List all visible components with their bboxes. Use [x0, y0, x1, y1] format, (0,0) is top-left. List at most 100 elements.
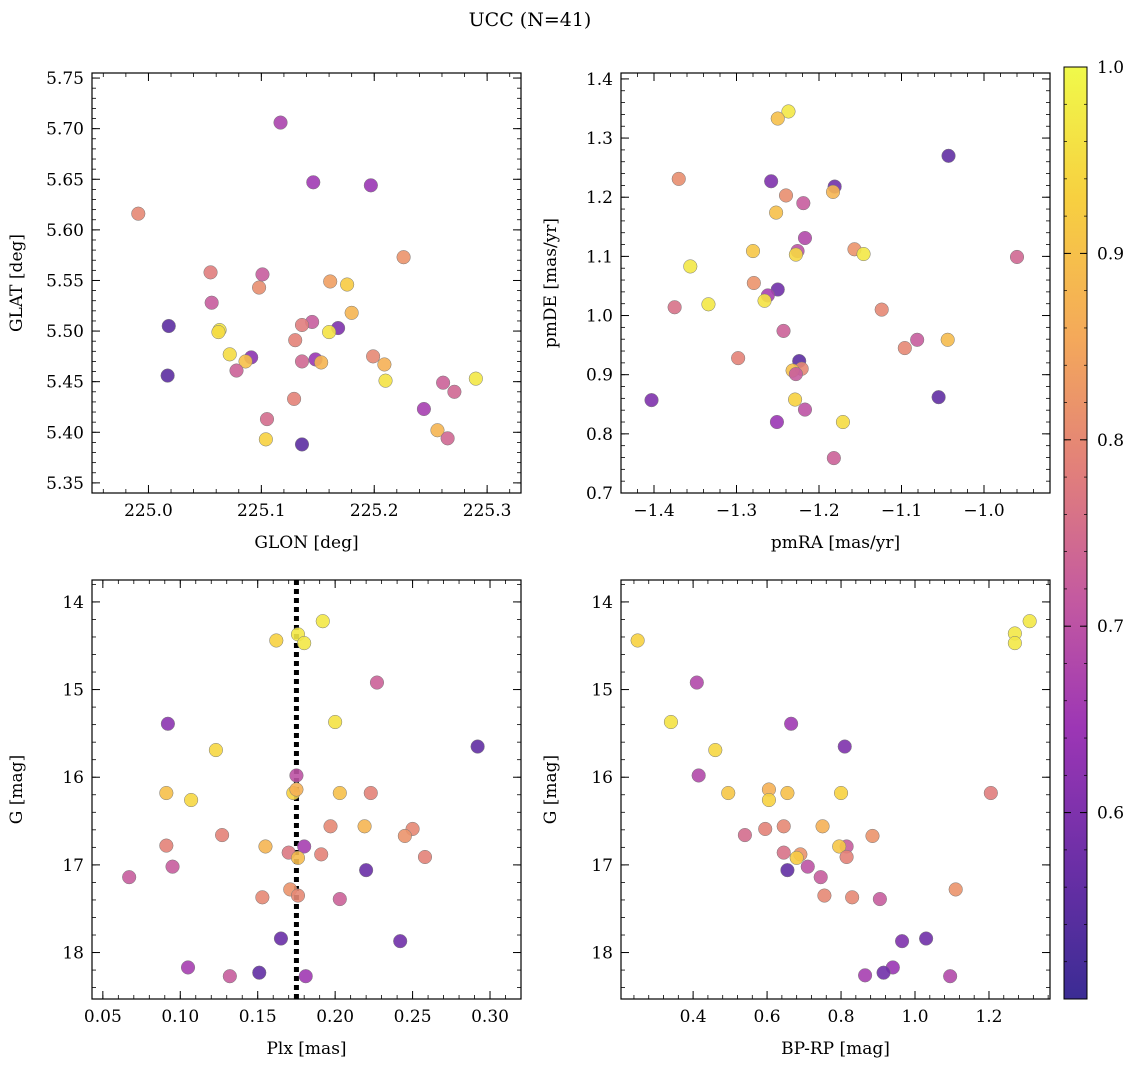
data-point	[910, 332, 925, 347]
y-tick-label: 17	[591, 856, 613, 876]
data-point	[416, 401, 431, 417]
data-point	[344, 305, 359, 320]
data-point	[815, 819, 830, 834]
data-point	[837, 739, 852, 754]
data-point	[865, 828, 880, 844]
y-tick-label: 5.55	[46, 271, 84, 291]
data-point	[721, 785, 736, 801]
data-point	[897, 341, 912, 356]
data-point	[252, 280, 267, 295]
data-point	[211, 325, 226, 340]
data-point	[357, 819, 372, 834]
data-point	[776, 819, 791, 834]
y-tick-label: 5.75	[46, 69, 84, 89]
x-tick-label: −1.2	[798, 501, 839, 521]
data-point	[745, 244, 761, 259]
data-point	[784, 716, 799, 731]
data-point	[366, 349, 381, 364]
data-point	[825, 184, 841, 199]
data-point	[813, 870, 828, 885]
y-tick-label: 0.9	[586, 366, 613, 386]
data-point	[644, 393, 659, 408]
data-point	[322, 325, 337, 340]
colorbar-tick-label: 1.0	[1097, 58, 1124, 78]
y-tick-label: 18	[62, 944, 84, 964]
data-point	[359, 863, 374, 878]
x-tick-label: 0.10	[161, 1007, 199, 1027]
y-tick-label: 14	[591, 593, 613, 613]
data-point	[788, 392, 803, 407]
data-point	[663, 714, 678, 730]
data-point	[671, 171, 686, 186]
data-point	[393, 934, 408, 949]
data-point	[776, 323, 791, 338]
data-point	[255, 267, 270, 282]
x-tick-label: 1.0	[901, 1007, 928, 1027]
data-point	[667, 300, 682, 315]
y-tick-label: 1.1	[586, 247, 613, 267]
data-point	[788, 367, 803, 382]
y-tick-label: 1.3	[586, 129, 613, 149]
x-tick-label: −1.3	[716, 501, 757, 521]
data-point	[796, 196, 811, 211]
x-axis-label: Plx [mas]	[266, 1039, 346, 1059]
data-point	[294, 354, 310, 369]
x-tick-label: −1.1	[881, 501, 922, 521]
data-point	[269, 633, 284, 648]
x-tick-label: 0.05	[84, 1007, 122, 1027]
data-point	[940, 332, 955, 347]
x-tick-label: 225.1	[237, 501, 286, 521]
data-point	[746, 275, 761, 291]
y-tick-label: 1.0	[586, 307, 613, 327]
y-tick-label: 1.2	[586, 188, 613, 208]
y-tick-label: 15	[62, 681, 84, 701]
x-axis-label: BP-RP [mag]	[781, 1039, 890, 1059]
data-point	[314, 847, 329, 862]
data-point	[789, 850, 804, 865]
data-point	[858, 968, 873, 983]
data-point	[159, 785, 174, 801]
data-point	[776, 845, 791, 860]
data-point	[203, 265, 218, 280]
y-tick-label: 5.70	[46, 120, 84, 140]
data-point	[447, 384, 462, 399]
data-point	[289, 782, 304, 797]
data-point	[1009, 249, 1025, 265]
plot-frame	[91, 72, 522, 494]
data-point	[287, 391, 302, 406]
data-point	[165, 859, 180, 874]
data-point	[363, 785, 378, 801]
data-point	[161, 318, 176, 334]
data-point	[328, 714, 343, 730]
data-point	[708, 743, 723, 758]
x-tick-label: −1.4	[633, 501, 674, 521]
data-point	[298, 969, 313, 984]
data-point	[983, 785, 998, 801]
data-point	[288, 333, 303, 348]
data-point	[222, 347, 237, 362]
data-point	[396, 250, 411, 265]
data-point	[470, 739, 485, 754]
data-point	[761, 792, 776, 808]
data-point	[184, 792, 199, 808]
data-point	[781, 104, 796, 119]
data-point	[691, 768, 706, 783]
data-point	[180, 960, 196, 975]
data-point	[430, 423, 445, 438]
data-point	[835, 414, 850, 430]
y-tick-label: 16	[62, 768, 84, 788]
data-point	[874, 302, 889, 317]
y-axis-label: GLAT [deg]	[7, 234, 27, 332]
data-point	[826, 451, 841, 466]
data-point	[222, 969, 237, 984]
y-tick-label: 0.8	[586, 425, 613, 445]
data-point	[294, 317, 310, 333]
plot-frame	[620, 72, 1051, 494]
y-axis-label: pmDE [mas/yr]	[541, 218, 561, 348]
data-point	[737, 828, 752, 843]
data-point	[817, 888, 832, 903]
data-point	[630, 633, 645, 648]
y-tick-label: 5.60	[46, 221, 84, 241]
x-tick-label: 0.20	[316, 1007, 354, 1027]
data-point	[839, 849, 854, 865]
